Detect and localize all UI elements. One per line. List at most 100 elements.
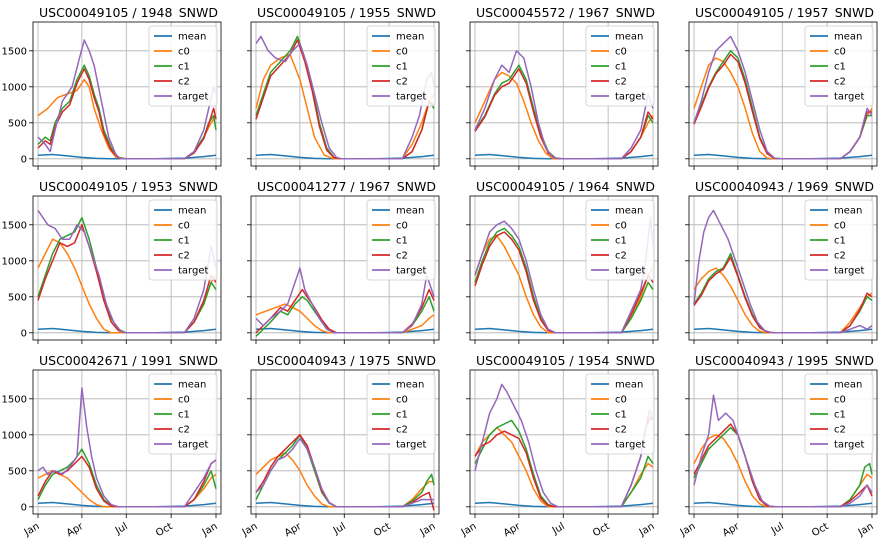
legend-label-target: target [396,266,426,277]
series-line-mean [474,501,654,508]
x-tick-label: Oct [591,521,612,539]
series-line-c0 [255,53,435,160]
legend-label-mean: mean [615,32,643,43]
axes-frame [688,195,878,341]
series-line-c2 [255,39,435,160]
legend-label-target: target [834,266,864,277]
y-tick-label: 1500 [2,220,27,231]
subplot-title: USC00049105 / 1953 [39,179,172,194]
y-tick-label: 1000 [2,82,27,93]
x-tick-label: Jul [331,521,348,537]
legend-label-target: target [615,92,645,103]
subplot-7: USC00049105 / 1964 SNWD mean c0 c1 c2 target [466,179,659,344]
legend-box [585,25,655,107]
legend-label-c1: c1 [396,62,408,73]
subplot-variable: SNWD [616,5,655,20]
series-line-c2 [255,288,435,334]
legend-label-c0: c0 [615,221,627,232]
subplot-title: USC00049105 / 1954 [476,353,609,368]
legend-label-mean: mean [396,206,424,217]
subplot-1: 0 500 1000 1500 USC00049105 / 1948 SNWD mean c0… [2,5,222,170]
series-line-target [693,35,873,160]
y-tick-label: 1500 [2,46,27,57]
legend-label-target: target [178,92,208,103]
legend-label-mean: mean [178,206,206,217]
legend-box [804,25,874,107]
series-line-target [474,383,654,508]
series-line-c1 [474,227,654,334]
legend-label-c1: c1 [834,410,846,421]
x-tick-label: Jan [637,521,657,539]
series-line-c1 [255,296,435,337]
x-tick-label: Jan [418,521,438,539]
x-tick-label: Apr [283,521,304,540]
legend-box [148,199,218,281]
series-line-target [255,437,434,508]
legend-label-c0: c0 [396,47,408,58]
legend-label-c1: c1 [178,236,190,247]
legend-label-mean: mean [178,380,206,391]
y-tick-label: 1500 [2,394,27,405]
y-tick-label: 0 [21,502,27,513]
subplot-variable: SNWD [397,353,436,368]
series-line-c2 [474,68,654,160]
x-tick-label: Jul [550,521,567,537]
axes-frame [250,369,440,515]
legend-label-mean: mean [178,32,206,43]
x-tick-label: Jan [856,521,876,539]
legend-label-target: target [178,440,208,451]
x-tick-label: Apr [502,521,523,540]
series-line-mean [693,153,873,160]
axes-frame [32,195,222,341]
x-tick-label: Jan [22,521,42,539]
axes-frame [469,369,659,515]
legend-label-c0: c0 [834,47,846,58]
legend-label-c0: c0 [615,395,627,406]
subplot-title: USC00040943 / 1969 [695,179,828,194]
subplot-variable: SNWD [179,353,218,368]
series-line-mean [255,153,435,160]
x-tick-label: Jul [113,521,130,537]
legend-box [804,373,874,455]
axes-frame [32,21,222,167]
series-line-target [37,209,217,334]
series-line-c2 [37,224,217,334]
subplot-variable: SNWD [835,353,874,368]
legend-box [148,373,218,455]
y-tick-label: 1000 [2,256,27,267]
series-line-target [255,267,435,334]
subplot-variable: SNWD [179,5,218,20]
legend-label-c2: c2 [396,251,408,262]
legend-label-c0: c0 [178,395,190,406]
subplot-variable: SNWD [835,179,874,194]
series-line-mean [693,327,873,334]
axes-frame [688,369,878,515]
legend-label-c0: c0 [615,47,627,58]
axes-frame [250,21,440,167]
legend-label-c2: c2 [178,251,190,262]
x-tick-label: Jan [459,521,479,539]
series-line-c2 [693,423,873,508]
series-line-mean [37,327,217,334]
y-tick-label: 0 [21,328,27,339]
subplot-title: USC00049105 / 1955 [257,5,390,20]
legend-label-c1: c1 [615,236,627,247]
legend-label-mean: mean [615,380,643,391]
legend-box [366,373,436,455]
legend-label-c0: c0 [396,395,408,406]
legend-label-c0: c0 [178,221,190,232]
legend-label-c0: c0 [834,221,846,232]
subplot-title: USC00049105 / 1948 [39,5,172,20]
subplot-title: USC00042671 / 1991 [39,353,172,368]
subplot-variable: SNWD [179,179,218,194]
legend-label-c1: c1 [178,62,190,73]
legend-label-c1: c1 [396,236,408,247]
subplot-title: USC00040943 / 1975 [257,353,390,368]
subplot-title: USC00049105 / 1957 [695,5,828,20]
series-line-mean [255,501,435,508]
series-line-c2 [474,231,654,334]
series-line-mean [255,327,435,334]
series-line-target [37,39,217,160]
series-line-c0 [255,452,434,508]
x-tick-label: Jul [769,521,786,537]
